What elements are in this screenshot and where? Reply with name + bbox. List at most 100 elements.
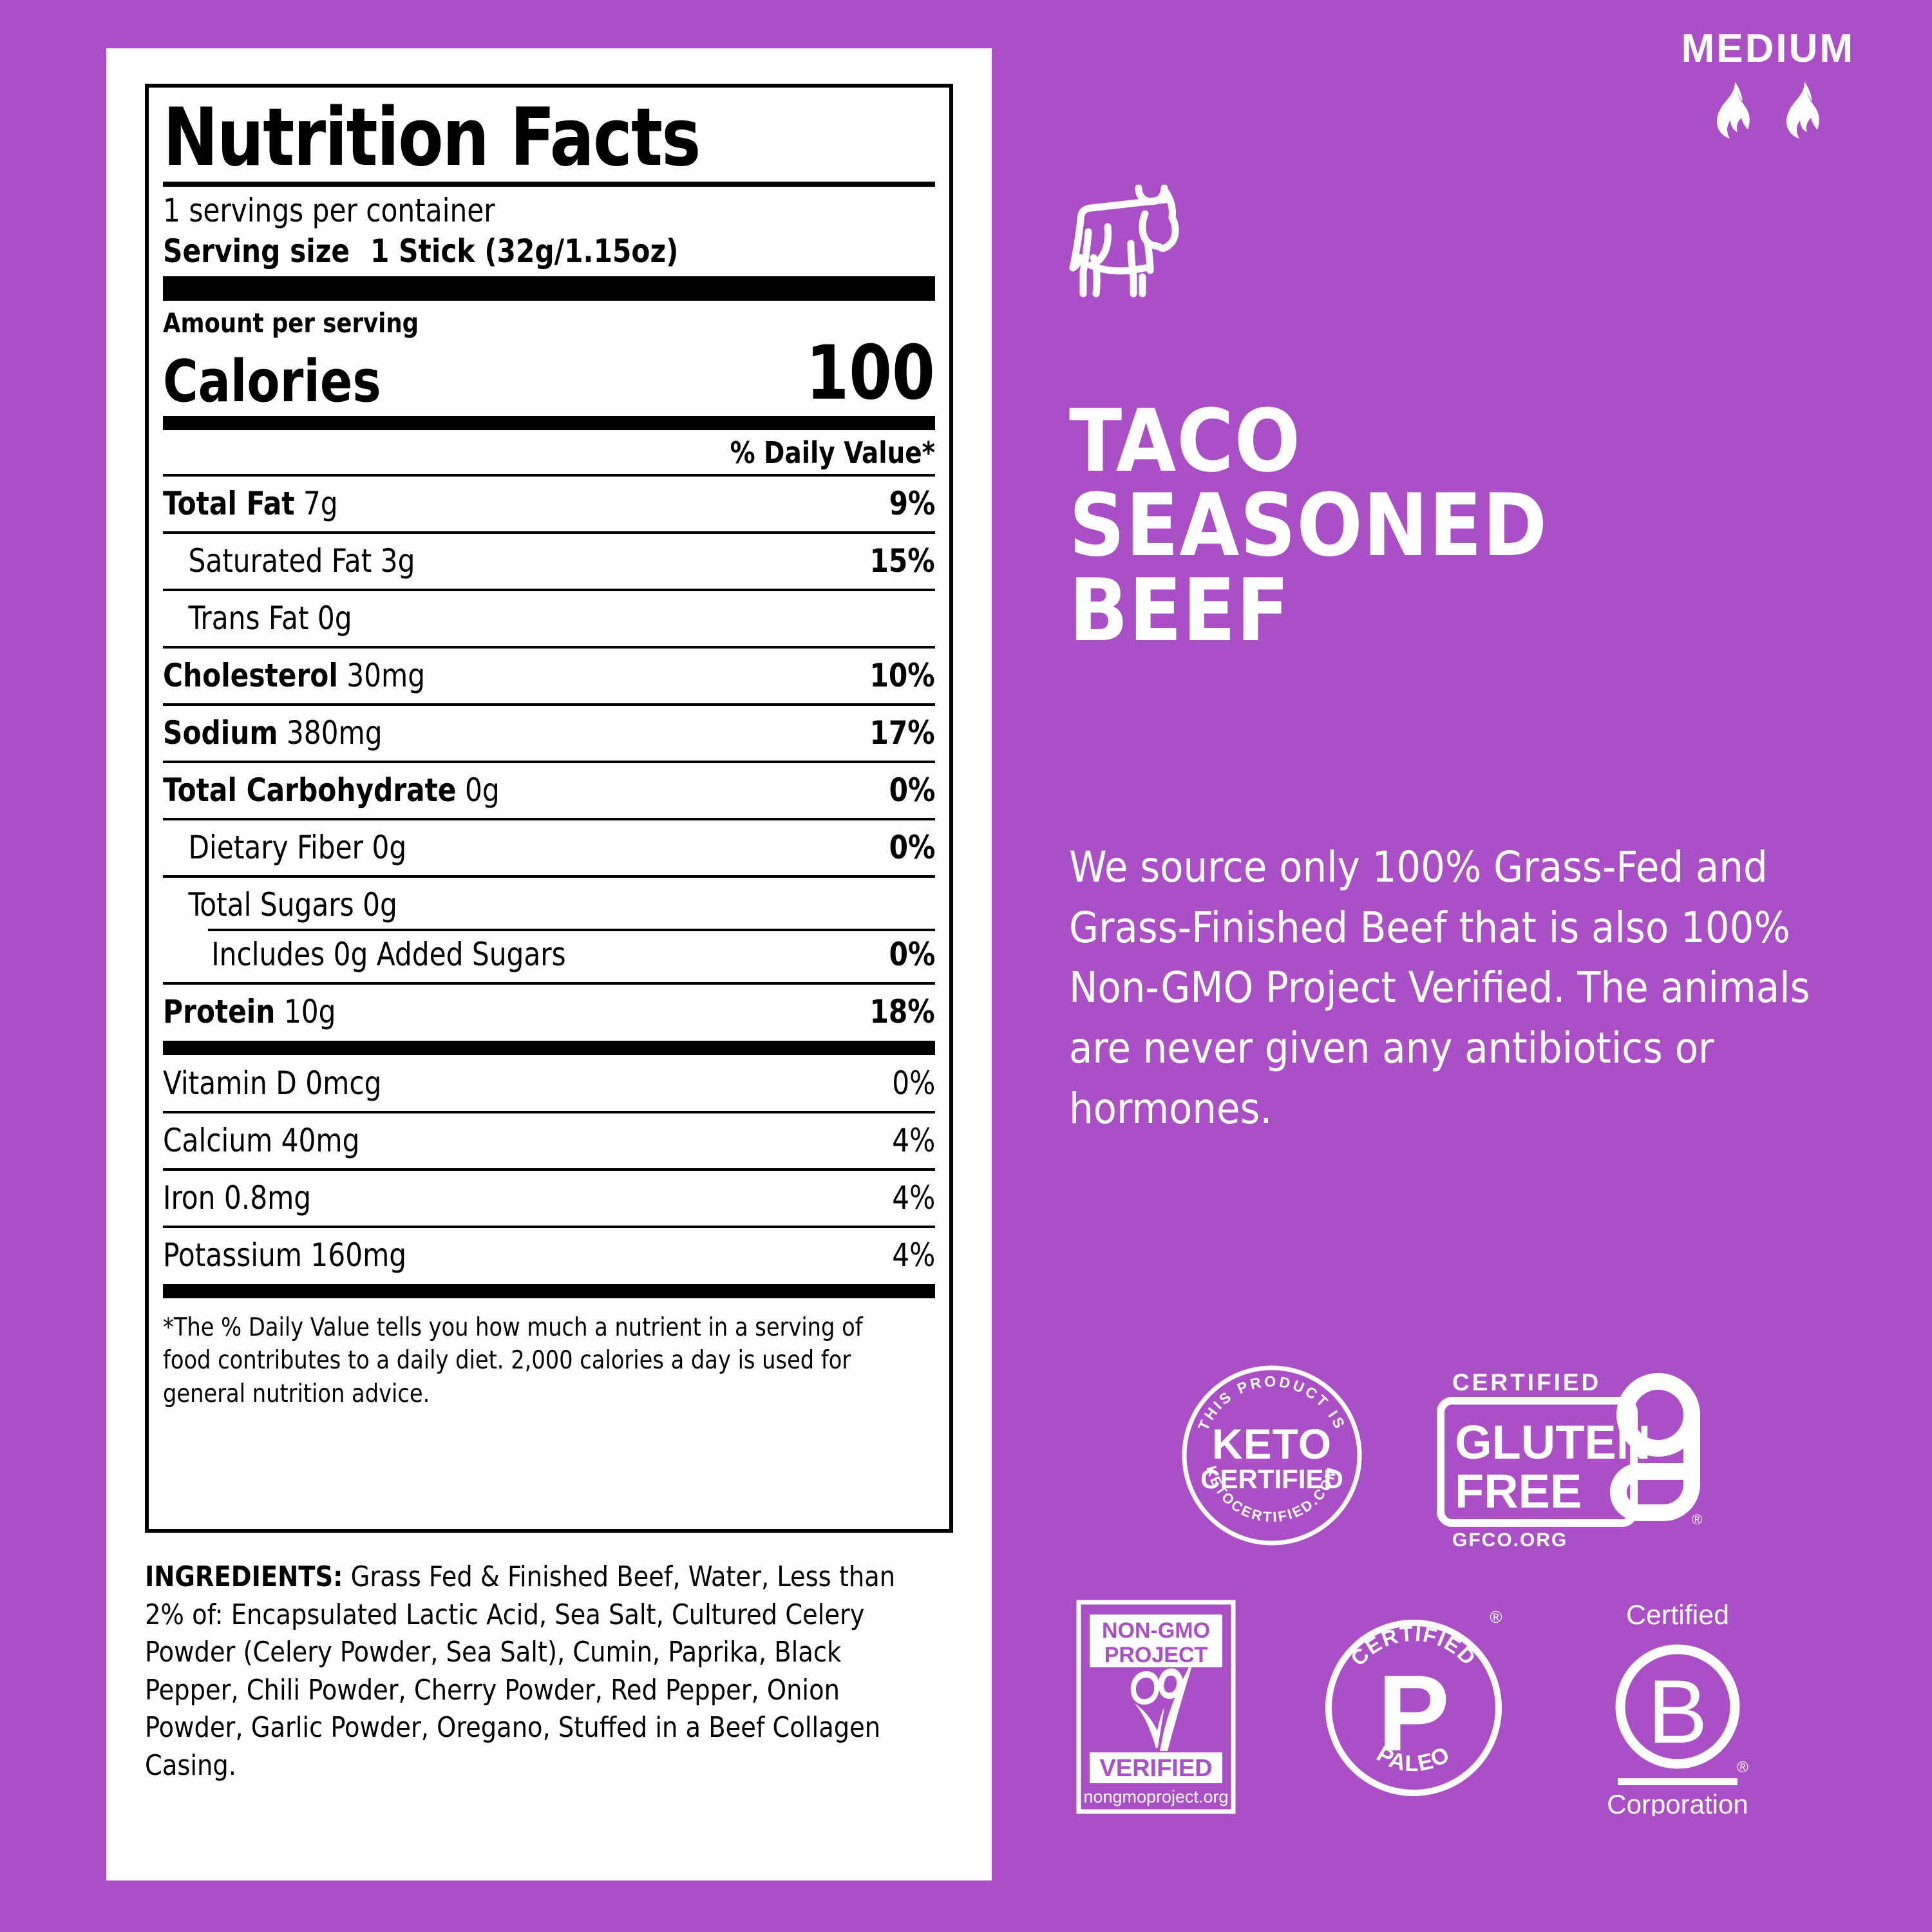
nutrient-daily-value: 9% xyxy=(889,485,935,522)
gluten-free-url: GFCO.ORG xyxy=(1452,1530,1567,1551)
b-corp-bottom-text: Corporation xyxy=(1607,1789,1748,1816)
divider-under-title xyxy=(163,182,935,187)
divider-under-protein xyxy=(163,1041,935,1055)
amount-per-serving-label: Amount per serving xyxy=(163,307,419,339)
nutrient-name: Total Carbohydrate 0g xyxy=(163,772,500,809)
nutrient-daily-value: 0% xyxy=(889,829,935,866)
gluten-free-registered-mark: ® xyxy=(1692,1511,1702,1528)
product-title: TACO SEASONED BEEF xyxy=(1069,391,1713,661)
daily-value-footnote: *The % Daily Value tells you how much a … xyxy=(163,1313,863,1408)
nutrient-name: Sodium 380mg xyxy=(163,714,383,752)
ingredients-block: INGREDIENTS: Grass Fed & Finished Beef, … xyxy=(145,1558,938,1785)
product-info-panel: MEDIUM TACO SEASONED B xyxy=(1030,0,1932,1932)
ingredients-heading: INGREDIENTS: xyxy=(145,1560,343,1593)
nutrient-name: Total Sugars 0g xyxy=(188,886,397,923)
row-divider xyxy=(163,875,935,878)
product-description: We source only 100% Grass-Fed and Grass-… xyxy=(1069,842,1810,1133)
micronutrient-daily-value: 0% xyxy=(891,1065,935,1102)
micronutrient-rows: Vitamin D 0mcg 0% Calcium 40mg 4% Iron 0.8mg… xyxy=(163,1060,935,1279)
non-gmo-line-1: NON-GMO xyxy=(1102,1618,1210,1643)
micro-row-divider xyxy=(163,1168,935,1171)
gfco-g-mark xyxy=(1610,1373,1700,1521)
paleo-letter: P xyxy=(1378,1653,1450,1774)
row-divider xyxy=(163,646,935,649)
certified-paleo-badge: CERTIFIED PALEO P ® xyxy=(1317,1604,1510,1810)
certification-row-bottom: NON-GMO PROJECT VERIFIED nongmoproject.o… xyxy=(1075,1597,1765,1819)
micro-row-divider xyxy=(163,1226,935,1228)
certification-row-top: THIS PRODUCT IS KETOCERTIFIED.COM KETO C… xyxy=(1179,1356,1710,1555)
nutrient-row: Total Carbohydrate 0g 0% xyxy=(163,767,935,814)
micronutrient-name: Vitamin D 0mcg xyxy=(163,1065,382,1102)
calories-row: Calories 100 xyxy=(163,336,935,411)
product-title-line-2: SEASONED xyxy=(1069,475,1548,576)
gluten-free-line-2: FREE xyxy=(1455,1464,1582,1518)
nutrient-daily-value: 0% xyxy=(889,936,935,973)
row-divider xyxy=(163,531,935,534)
row-divider xyxy=(163,818,935,820)
b-corp-top-text: Certified xyxy=(1626,1600,1729,1631)
nutrient-name: Protein 10g xyxy=(163,993,336,1030)
nutrient-rows: Total Fat 7g 9% Saturated Fat 3g 15% Trans F… xyxy=(163,480,935,1036)
nutrient-daily-value: 0% xyxy=(889,772,935,809)
divider-thick-serving xyxy=(163,276,935,301)
product-title-line-3: BEEF xyxy=(1069,560,1290,661)
divider-above-footnote xyxy=(163,1284,935,1298)
nutrient-name: Total Fat 7g xyxy=(163,485,338,522)
nutrient-row: Cholesterol 30mg 10% xyxy=(163,652,935,699)
nutrient-row: Includes 0g Added Sugars 0% xyxy=(163,931,935,978)
row-divider xyxy=(163,703,935,706)
flame-icon xyxy=(1786,82,1820,138)
nutrient-daily-value: 18% xyxy=(869,993,935,1030)
divider-under-dv-header xyxy=(163,474,935,477)
calories-label: Calories xyxy=(163,348,381,415)
cow-icon xyxy=(1069,180,1282,312)
heat-level-indicator: MEDIUM xyxy=(1681,26,1855,142)
nutrient-daily-value: 17% xyxy=(869,714,935,752)
nutrient-name: Trans Fat 0g xyxy=(188,600,352,637)
nutrient-daily-value: 15% xyxy=(869,542,935,580)
row-divider xyxy=(163,761,935,763)
nutrient-name: Cholesterol 30mg xyxy=(163,657,426,694)
b-corp-letter: B xyxy=(1647,1661,1707,1762)
non-gmo-project-verified-badge: NON-GMO PROJECT VERIFIED nongmoproject.o… xyxy=(1075,1599,1236,1815)
nutrient-name: Dietary Fiber 0g xyxy=(188,829,407,866)
micronutrient-daily-value: 4% xyxy=(891,1179,935,1217)
daily-value-header: % Daily Value* xyxy=(730,435,935,470)
b-corp-registered-mark: ® xyxy=(1737,1759,1748,1776)
micronutrient-daily-value: 4% xyxy=(891,1122,935,1159)
micronutrient-daily-value: 4% xyxy=(891,1236,935,1274)
keto-main-text: KETO xyxy=(1212,1420,1332,1468)
serving-size-row: Serving size 1 Stick (32g/1.15oz) xyxy=(163,231,889,272)
divider-under-calories xyxy=(163,416,935,430)
keto-sub-text: CERTIFIED xyxy=(1200,1464,1343,1494)
serving-size-label: Serving size xyxy=(163,232,350,270)
micronutrient-name: Potassium 160mg xyxy=(163,1236,407,1274)
nutrient-row: Dietary Fiber 0g 0% xyxy=(163,824,935,871)
nutrient-daily-value: 10% xyxy=(869,657,935,694)
nutrition-facts-box: Nutrition Facts 1 servings per container… xyxy=(145,84,953,1533)
non-gmo-verified-text: VERIFIED xyxy=(1099,1755,1212,1782)
servings-per-container: 1 servings per container xyxy=(163,192,495,229)
nutrient-row: Sodium 380mg 17% xyxy=(163,710,935,757)
micronutrient-row: Iron 0.8mg 4% xyxy=(163,1175,935,1222)
ingredients-text: Grass Fed & Finished Beef, Water, Less t… xyxy=(145,1560,896,1782)
micro-row-divider xyxy=(163,1111,935,1113)
nutrient-row: Protein 10g 18% xyxy=(163,989,935,1036)
micronutrient-name: Iron 0.8mg xyxy=(163,1179,312,1217)
non-gmo-line-2: PROJECT xyxy=(1104,1643,1208,1667)
micronutrient-row: Vitamin D 0mcg 0% xyxy=(163,1060,935,1107)
nutrient-row: Total Fat 7g 9% xyxy=(163,480,935,527)
nutrient-row: Total Sugars 0g xyxy=(163,882,935,929)
nutrient-name: Saturated Fat 3g xyxy=(188,542,415,580)
nutrition-card: Nutrition Facts 1 servings per container… xyxy=(106,48,992,1880)
non-gmo-url: nongmoproject.org xyxy=(1083,1787,1228,1806)
keto-certified-badge: THIS PRODUCT IS KETOCERTIFIED.COM KETO C… xyxy=(1179,1362,1365,1549)
heat-level-label: MEDIUM xyxy=(1681,26,1855,71)
product-title-line-1: TACO xyxy=(1069,391,1302,491)
flame-icon xyxy=(1717,82,1750,138)
row-divider xyxy=(163,589,935,591)
nutrient-row: Saturated Fat 3g 15% xyxy=(163,538,935,585)
nutrient-name: Includes 0g Added Sugars xyxy=(211,936,566,973)
nutrition-facts-title: Nutrition Facts xyxy=(163,91,701,184)
